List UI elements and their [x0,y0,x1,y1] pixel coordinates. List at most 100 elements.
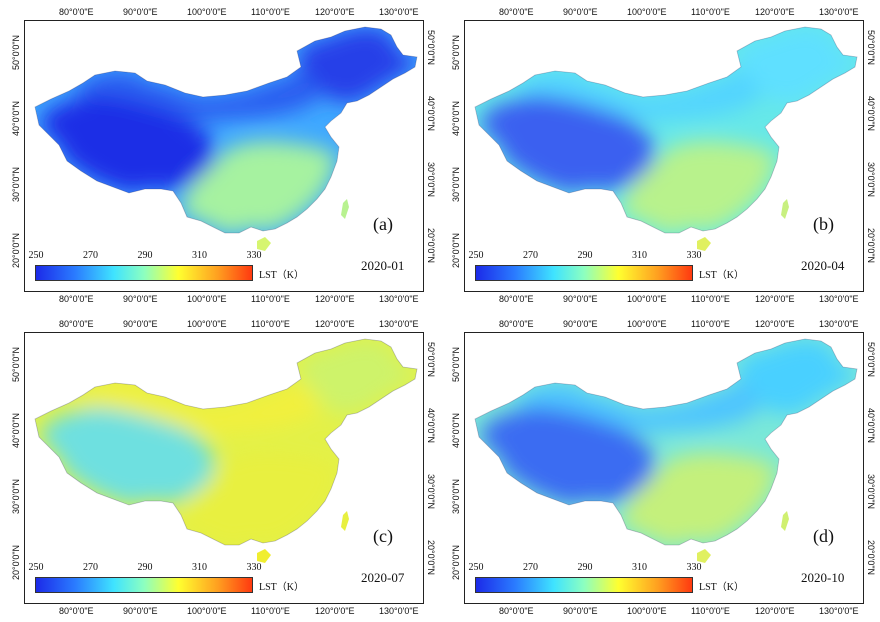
longitude-label: 90°0'0"E [123,319,158,329]
latitude-label: 50°0'0"N [11,346,21,382]
region-west-plateau [39,407,215,505]
island-hainan [697,549,711,563]
region-north [509,379,765,433]
region-south [621,453,777,545]
longitude-label: 100°0'0"E [187,7,227,17]
latitude-label: 20°0'0"N [11,232,21,268]
longitude-label: 120°0'0"E [755,7,795,17]
colorbar-tick: 290 [577,250,593,261]
longitude-label: 130°0'0"E [379,294,419,304]
longitude-label: 80°0'0"E [59,319,94,329]
longitude-label: 120°0'0"E [315,294,355,304]
colorbar [35,265,253,281]
panel-date: 2020-10 [801,570,845,585]
longitude-label: 120°0'0"E [315,319,355,329]
longitude-label: 90°0'0"E [563,294,598,304]
island-taiwan [341,199,349,219]
longitude-label: 120°0'0"E [315,7,355,17]
colorbar [475,265,693,281]
island-hainan [257,237,271,251]
region-south [181,141,337,233]
island-taiwan [781,511,789,531]
latitude-label: 20°0'0"N [451,232,461,268]
map-panel-b: 80°0'0"E 90°0'0"E 100°0'0"E 110°0'0"E 120°0'… [440,0,880,310]
colorbar-tick: 270 [523,562,538,573]
china-landmass [475,339,857,545]
colorbar-tick: 330 [246,250,262,261]
colorbar-tick: 330 [686,250,702,261]
latitude-label: 30°0'0"N [866,162,876,198]
colorbar-unit: LST（K） [699,582,744,593]
latitude-label: 20°0'0"N [426,540,436,576]
colorbar-tick: 290 [137,250,153,261]
latitude-label: 50°0'0"N [451,346,461,382]
longitude-label: 90°0'0"E [123,7,158,17]
latitude-label: 40°0'0"N [866,408,876,444]
panel-letter: (d) [813,526,834,546]
latitude-label: 20°0'0"N [866,540,876,576]
longitude-label: 130°0'0"E [379,319,419,329]
latitude-label: 40°0'0"N [866,96,876,132]
map-panel-d: 80°0'0"E 90°0'0"E 100°0'0"E 110°0'0"E 120°0'… [440,312,880,622]
latitude-label: 50°0'0"N [866,30,876,66]
longitude-label: 130°0'0"E [819,294,859,304]
latitude-label: 50°0'0"N [11,34,21,70]
region-west-plateau [39,95,215,193]
colorbar-tick: 330 [686,562,702,573]
longitude-label: 120°0'0"E [315,606,355,616]
latitude-label: 40°0'0"N [11,100,21,136]
longitude-label: 100°0'0"E [627,319,667,329]
region-south [621,141,777,233]
colorbar-tick: 250 [28,250,44,261]
colorbar-tick: 330 [246,562,262,573]
longitude-label: 100°0'0"E [187,319,227,329]
longitude-label: 120°0'0"E [755,294,795,304]
latitude-label: 40°0'0"N [11,412,21,448]
latitude-label: 30°0'0"N [866,474,876,510]
longitude-label: 80°0'0"E [59,606,94,616]
panel-date: 2020-07 [361,570,405,585]
longitude-label: 90°0'0"E [563,7,598,17]
longitude-label: 80°0'0"E [499,319,534,329]
panel-letter: (b) [813,214,834,234]
longitude-label: 110°0'0"E [691,7,730,17]
longitude-label: 110°0'0"E [251,606,290,616]
colorbar-tick: 310 [192,562,207,573]
map-frame: (c) 2020-07 250 270 290 310 330 LST（K） [24,332,424,604]
latitude-label: 20°0'0"N [11,544,21,580]
region-northeast [737,339,857,415]
longitude-label: 90°0'0"E [123,294,158,304]
longitude-label: 130°0'0"E [819,319,859,329]
colorbar-tick: 250 [468,250,484,261]
longitude-label: 100°0'0"E [627,294,667,304]
longitude-label: 110°0'0"E [251,294,290,304]
longitude-label: 130°0'0"E [819,7,859,17]
panel-letter: (c) [373,526,393,546]
lst-map [34,26,418,251]
longitude-label: 110°0'0"E [251,319,290,329]
longitude-label: 130°0'0"E [819,606,859,616]
colorbar-tick: 250 [28,562,44,573]
longitude-label: 120°0'0"E [755,606,795,616]
region-west-plateau [479,95,655,193]
panel-date: 2020-04 [801,258,845,273]
colorbar-tick: 270 [83,562,98,573]
latitude-label: 20°0'0"N [451,544,461,580]
colorbar-unit: LST（K） [259,582,304,593]
longitude-label: 80°0'0"E [499,7,534,17]
region-northeast [297,27,417,103]
latitude-label: 30°0'0"N [11,478,21,514]
longitude-label: 130°0'0"E [379,7,419,17]
longitude-label: 110°0'0"E [691,294,730,304]
island-taiwan [781,199,789,219]
longitude-label: 110°0'0"E [691,606,730,616]
colorbar [475,577,693,593]
latitude-label: 20°0'0"N [426,228,436,264]
island-hainan [697,237,711,251]
region-northeast [297,339,417,415]
colorbar-tick: 290 [137,562,153,573]
region-north [69,379,325,433]
longitude-label: 100°0'0"E [627,7,667,17]
region-north [509,67,765,121]
longitude-label: 110°0'0"E [691,319,730,329]
